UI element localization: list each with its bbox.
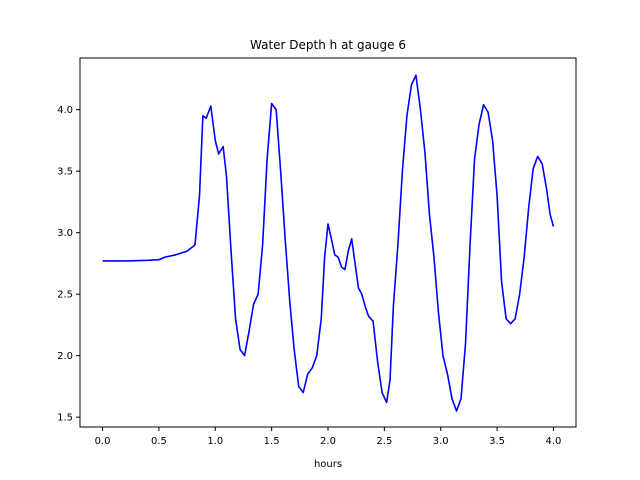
- y-tick-label: 3.0: [57, 228, 73, 239]
- chart-title: Water Depth h at gauge 6: [250, 38, 406, 52]
- x-tick-label: 2.0: [320, 436, 336, 447]
- y-tick-label: 4.0: [57, 105, 73, 116]
- x-tick-label: 1.0: [207, 436, 223, 447]
- plot-area: [102, 74, 555, 412]
- x-tick-label: 2.5: [376, 436, 392, 447]
- x-tick-label: 3.0: [433, 436, 449, 447]
- y-tick-label: 1.5: [57, 413, 73, 424]
- y-tick-label: 3.5: [57, 167, 73, 178]
- x-axis-label: hours: [314, 459, 342, 470]
- y-tick-label: 2.5: [57, 290, 73, 301]
- x-tick-label: 4.0: [546, 436, 562, 447]
- x-tick-label: 0.5: [151, 436, 167, 447]
- x-tick-label: 1.5: [264, 436, 280, 447]
- y-tick-label: 2.0: [57, 351, 73, 362]
- x-tick-label: 0.0: [95, 436, 111, 447]
- x-axis: 0.0 0.5 1.0 1.5 2.0 2.5 3.0 3.5 4.0: [95, 427, 562, 447]
- series-line-0: [102, 74, 555, 412]
- y-axis: 1.5 2.0 2.5 3.0 3.5 4.0: [57, 105, 80, 424]
- x-tick-label: 3.5: [489, 436, 505, 447]
